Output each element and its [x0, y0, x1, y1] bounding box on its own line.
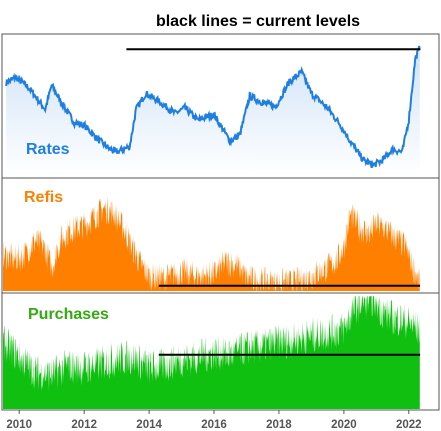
purchases-panel-label: Purchases [28, 306, 109, 323]
rates-area [6, 46, 420, 176]
purchases-panel [3, 296, 420, 409]
x-tick-label: 2022 [396, 419, 422, 431]
purchases-area [3, 296, 420, 409]
chart-frame [1, 33, 440, 411]
x-tick-label: 2012 [71, 419, 97, 431]
x-tick-label: 2016 [201, 419, 227, 431]
refis-panel-label: Refis [24, 189, 63, 206]
x-axis: 2010 2012 2014 2016 2018 2020 2022 [6, 410, 422, 431]
rates-panel-label: Rates [26, 141, 70, 158]
rates-panel [5, 45, 421, 176]
x-tick-label: 2014 [136, 419, 162, 431]
rates-line [5, 45, 421, 169]
x-tick-label: 2020 [331, 419, 357, 431]
x-tick-label: 2010 [6, 419, 32, 431]
refis-panel [3, 196, 420, 291]
x-tick-label: 2018 [266, 419, 292, 431]
refis-area [3, 196, 420, 291]
chart-title: black lines = current levels [156, 13, 360, 30]
